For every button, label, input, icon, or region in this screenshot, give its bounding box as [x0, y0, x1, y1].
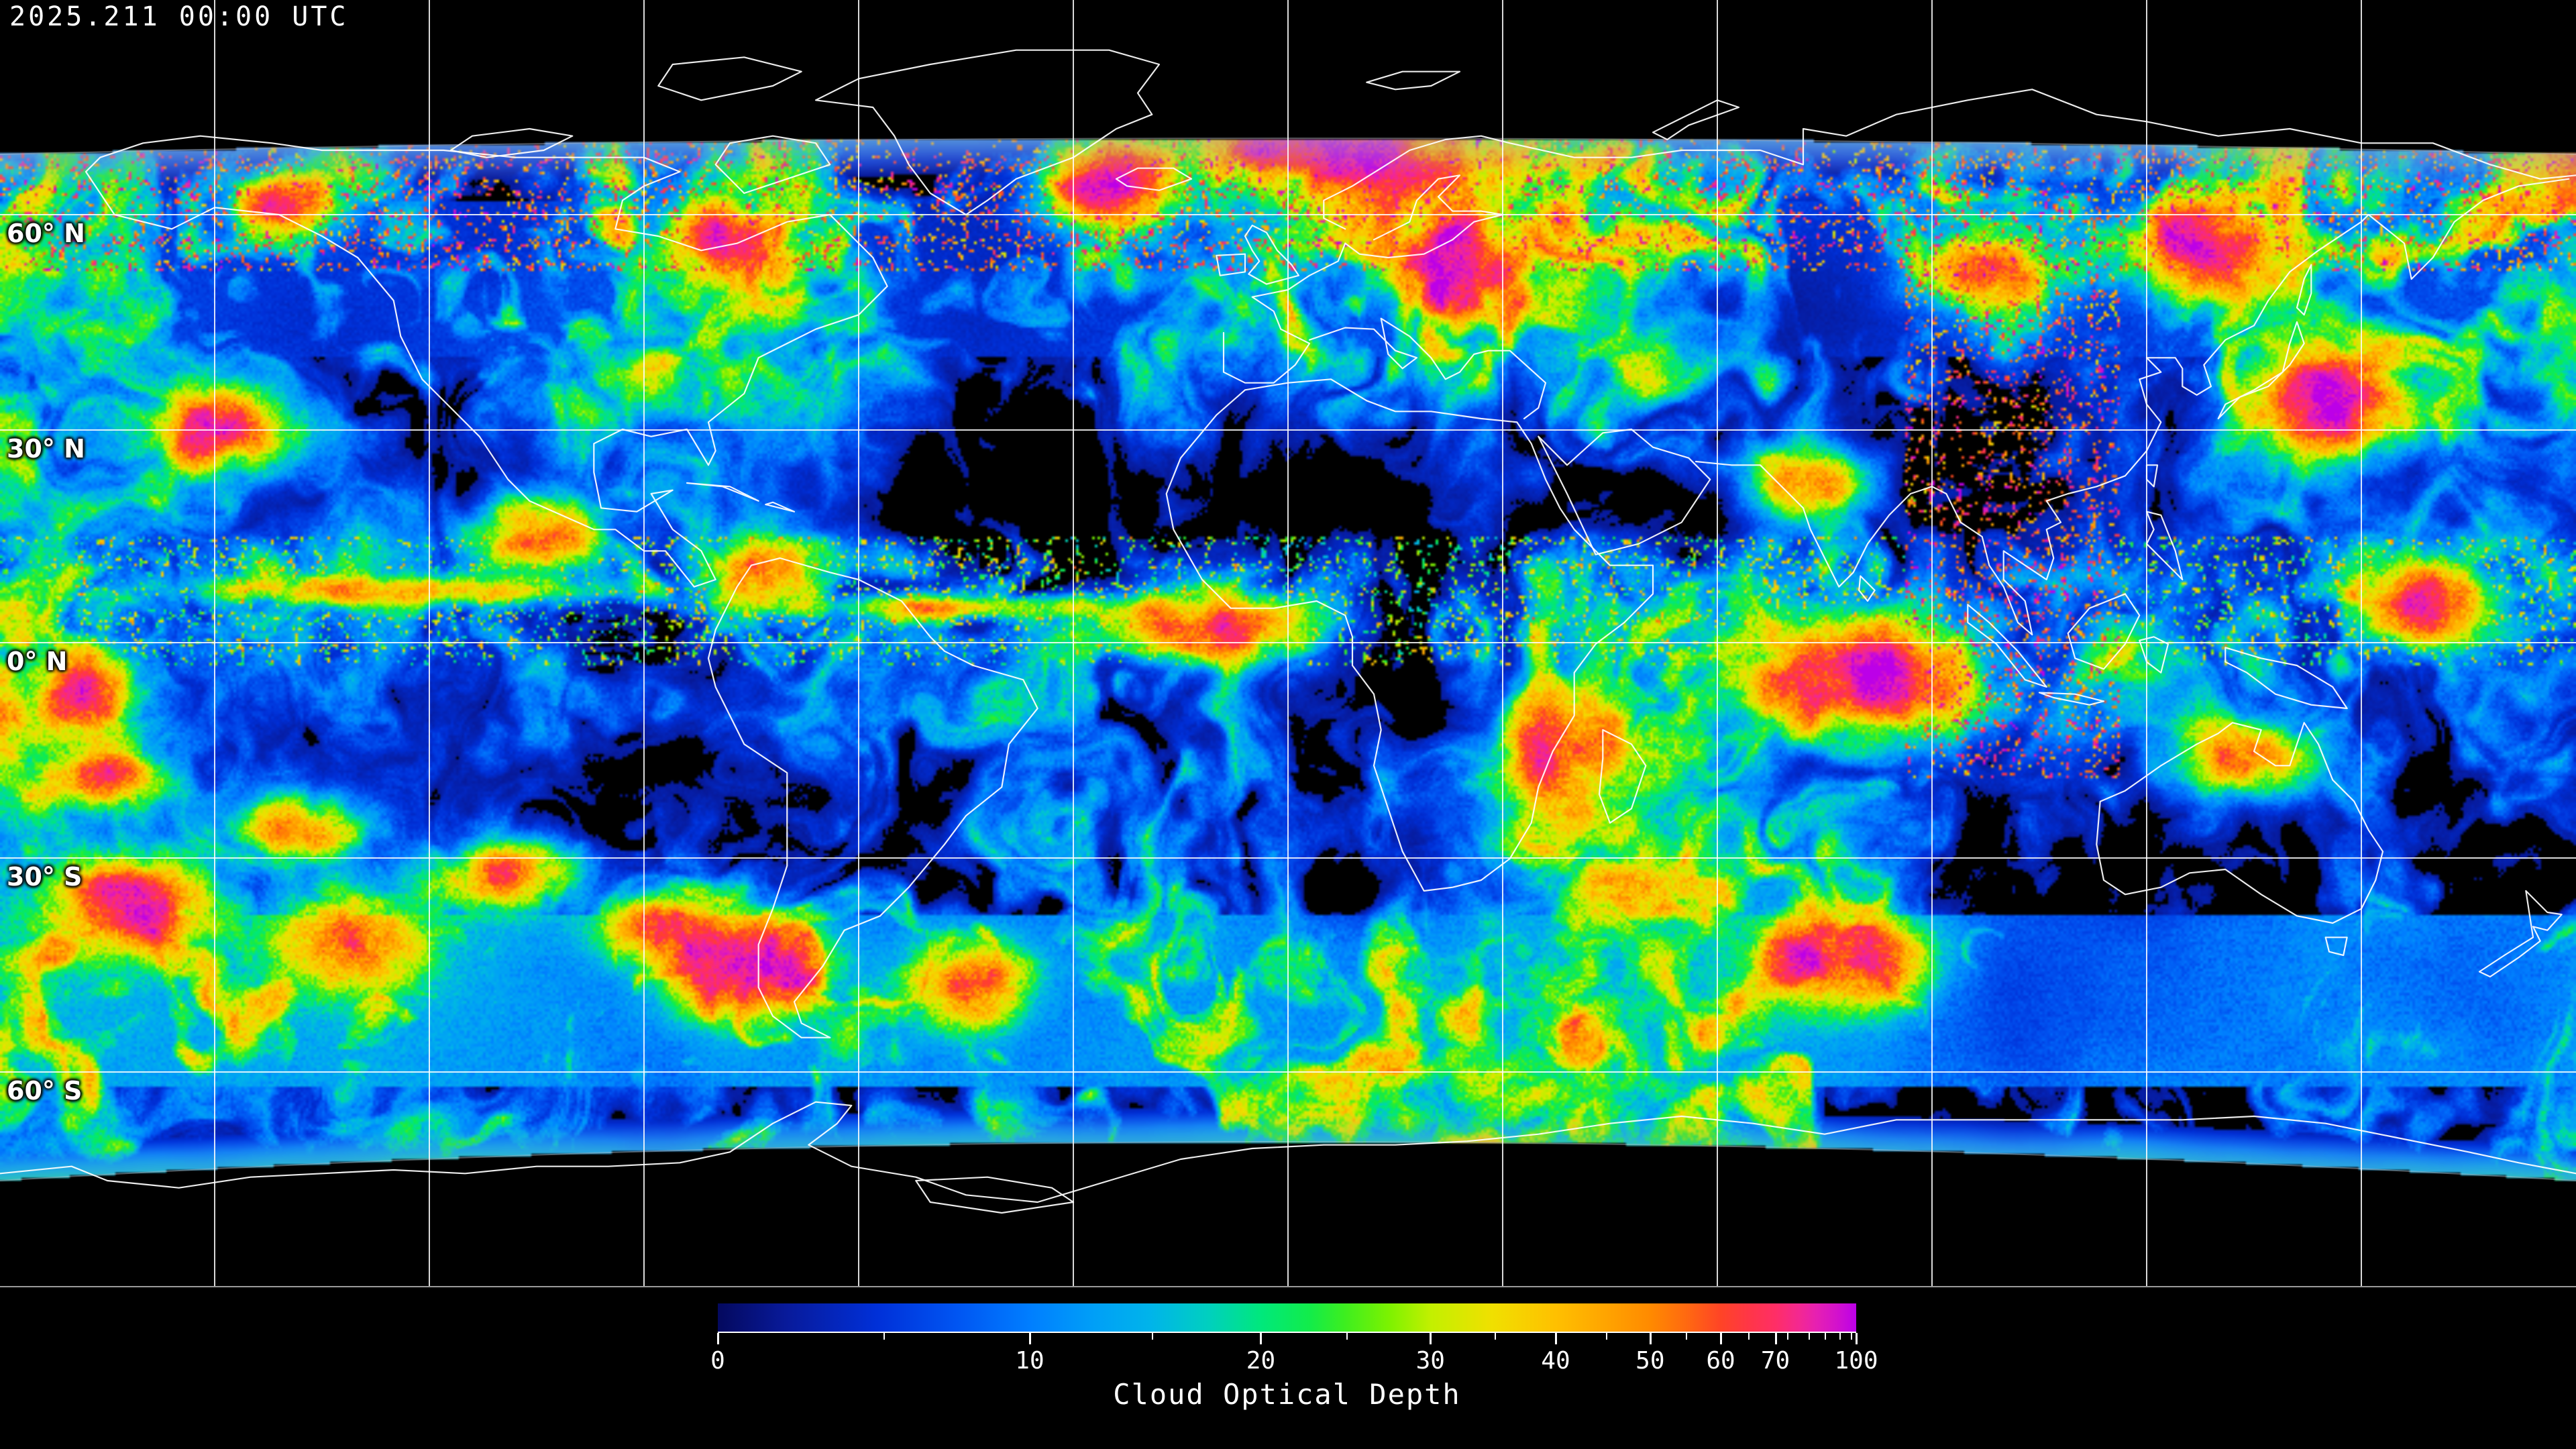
colorbar-tick-label: 0	[710, 1347, 725, 1375]
coastline-path	[1967, 604, 2047, 688]
colorbar-tick-label: 50	[1635, 1347, 1665, 1375]
coastline-path	[714, 135, 831, 195]
coastline-path	[2038, 692, 2105, 706]
colorbar-minor-tick	[1495, 1333, 1497, 1340]
colorbar-minor-tick	[1809, 1333, 1811, 1340]
coastlines-layer	[0, 49, 2576, 1214]
latitude-label: 30° N	[7, 434, 85, 464]
colorbar-gradient	[718, 1303, 1856, 1332]
latitude-label: 60° N	[7, 219, 85, 248]
coastline-path	[1308, 317, 1547, 420]
colorbar-tick-label: 100	[1834, 1347, 1878, 1375]
colorbar-minor-tick	[883, 1333, 885, 1340]
coastline-path	[2139, 636, 2169, 674]
coastline-path	[85, 135, 888, 588]
coastline-path	[2145, 464, 2159, 488]
latitude-label: 60° S	[7, 1076, 83, 1106]
colorbar-major-tick	[1260, 1333, 1263, 1344]
coastline-path	[2478, 890, 2563, 978]
coastline-path	[1323, 89, 2576, 230]
timestamp-label: 2025.211 00:00 UTC	[9, 1, 349, 32]
colorbar-tick-label: 60	[1706, 1347, 1735, 1375]
colorbar-minor-tick	[1851, 1333, 1853, 1340]
colorbar-legend: 0 10 20 30 40 50 60 70 100 Cloud Optical Depth	[0, 1288, 2576, 1449]
colorbar-tick-label: 20	[1246, 1347, 1276, 1375]
colorbar-major-tick	[1649, 1333, 1652, 1344]
coastline-path	[765, 501, 796, 513]
colorbar-minor-tick	[1152, 1333, 1154, 1340]
coastline-path	[1115, 167, 1193, 191]
coastline-path	[2296, 264, 2312, 316]
coastline-path	[1366, 70, 1461, 91]
colorbar-major-tick	[1430, 1333, 1432, 1344]
coastline-path	[1216, 253, 1246, 276]
colorbar-tick-label: 10	[1015, 1347, 1044, 1375]
map-bottom-edge-line	[0, 1286, 2576, 1287]
graticule-layer	[0, 0, 2576, 1286]
world-cloud-map: 60° N 30° N 0° N 30° S 60° S 2025.211 00:00 …	[0, 0, 2576, 1288]
colorbar-major-tick	[1720, 1333, 1723, 1344]
coastline-path	[2145, 511, 2184, 581]
coastline-path	[2067, 593, 2141, 670]
coastline-path	[449, 127, 574, 158]
colorbar-major-tick	[1028, 1333, 1031, 1344]
colorbar-minor-tick	[1346, 1333, 1348, 1340]
coastline-path	[814, 49, 1161, 216]
colorbar-minor-tick	[1686, 1333, 1688, 1340]
coastline-path	[1695, 178, 2570, 636]
map-overlay	[0, 0, 2576, 1286]
coastline-path	[1244, 224, 1300, 285]
coastline-path	[707, 557, 1038, 1038]
colorbar-major-tick	[717, 1333, 719, 1344]
colorbar-major-tick	[1774, 1333, 1777, 1344]
colorbar-minor-tick	[1787, 1333, 1789, 1340]
coastline-path	[1858, 575, 1876, 602]
coastline-path	[1598, 729, 1647, 824]
coastline-path	[0, 1101, 2576, 1203]
coastline-path	[657, 56, 802, 101]
colorbar-minor-tick	[1606, 1333, 1608, 1340]
colorbar-tick-label: 40	[1541, 1347, 1570, 1375]
coastline-path	[2224, 647, 2348, 710]
colorbar-major-tick	[1554, 1333, 1557, 1344]
colorbar-minor-tick	[1825, 1333, 1827, 1340]
coastline-path	[1222, 174, 1504, 384]
colorbar-title: Cloud Optical Depth	[1113, 1378, 1461, 1411]
coastline-path	[686, 482, 759, 502]
latitude-label: 30° S	[7, 862, 83, 892]
coastline-path	[2324, 936, 2348, 957]
latitude-label: 0° N	[7, 647, 68, 676]
coastline-path	[1652, 99, 1740, 141]
coastline-path	[915, 1176, 1075, 1214]
colorbar-axis-line	[718, 1332, 1856, 1333]
colorbar-tick-label: 30	[1415, 1347, 1445, 1375]
colorbar-minor-tick	[1839, 1333, 1841, 1340]
coastline-path	[1165, 378, 1654, 892]
coastline-path	[2096, 722, 2384, 924]
colorbar-tick-label: 70	[1760, 1347, 1790, 1375]
colorbar-major-tick	[1856, 1333, 1858, 1344]
colorbar-minor-tick	[1748, 1333, 1750, 1340]
coastline-path	[2217, 321, 2305, 420]
coastline-path	[1538, 428, 1711, 555]
